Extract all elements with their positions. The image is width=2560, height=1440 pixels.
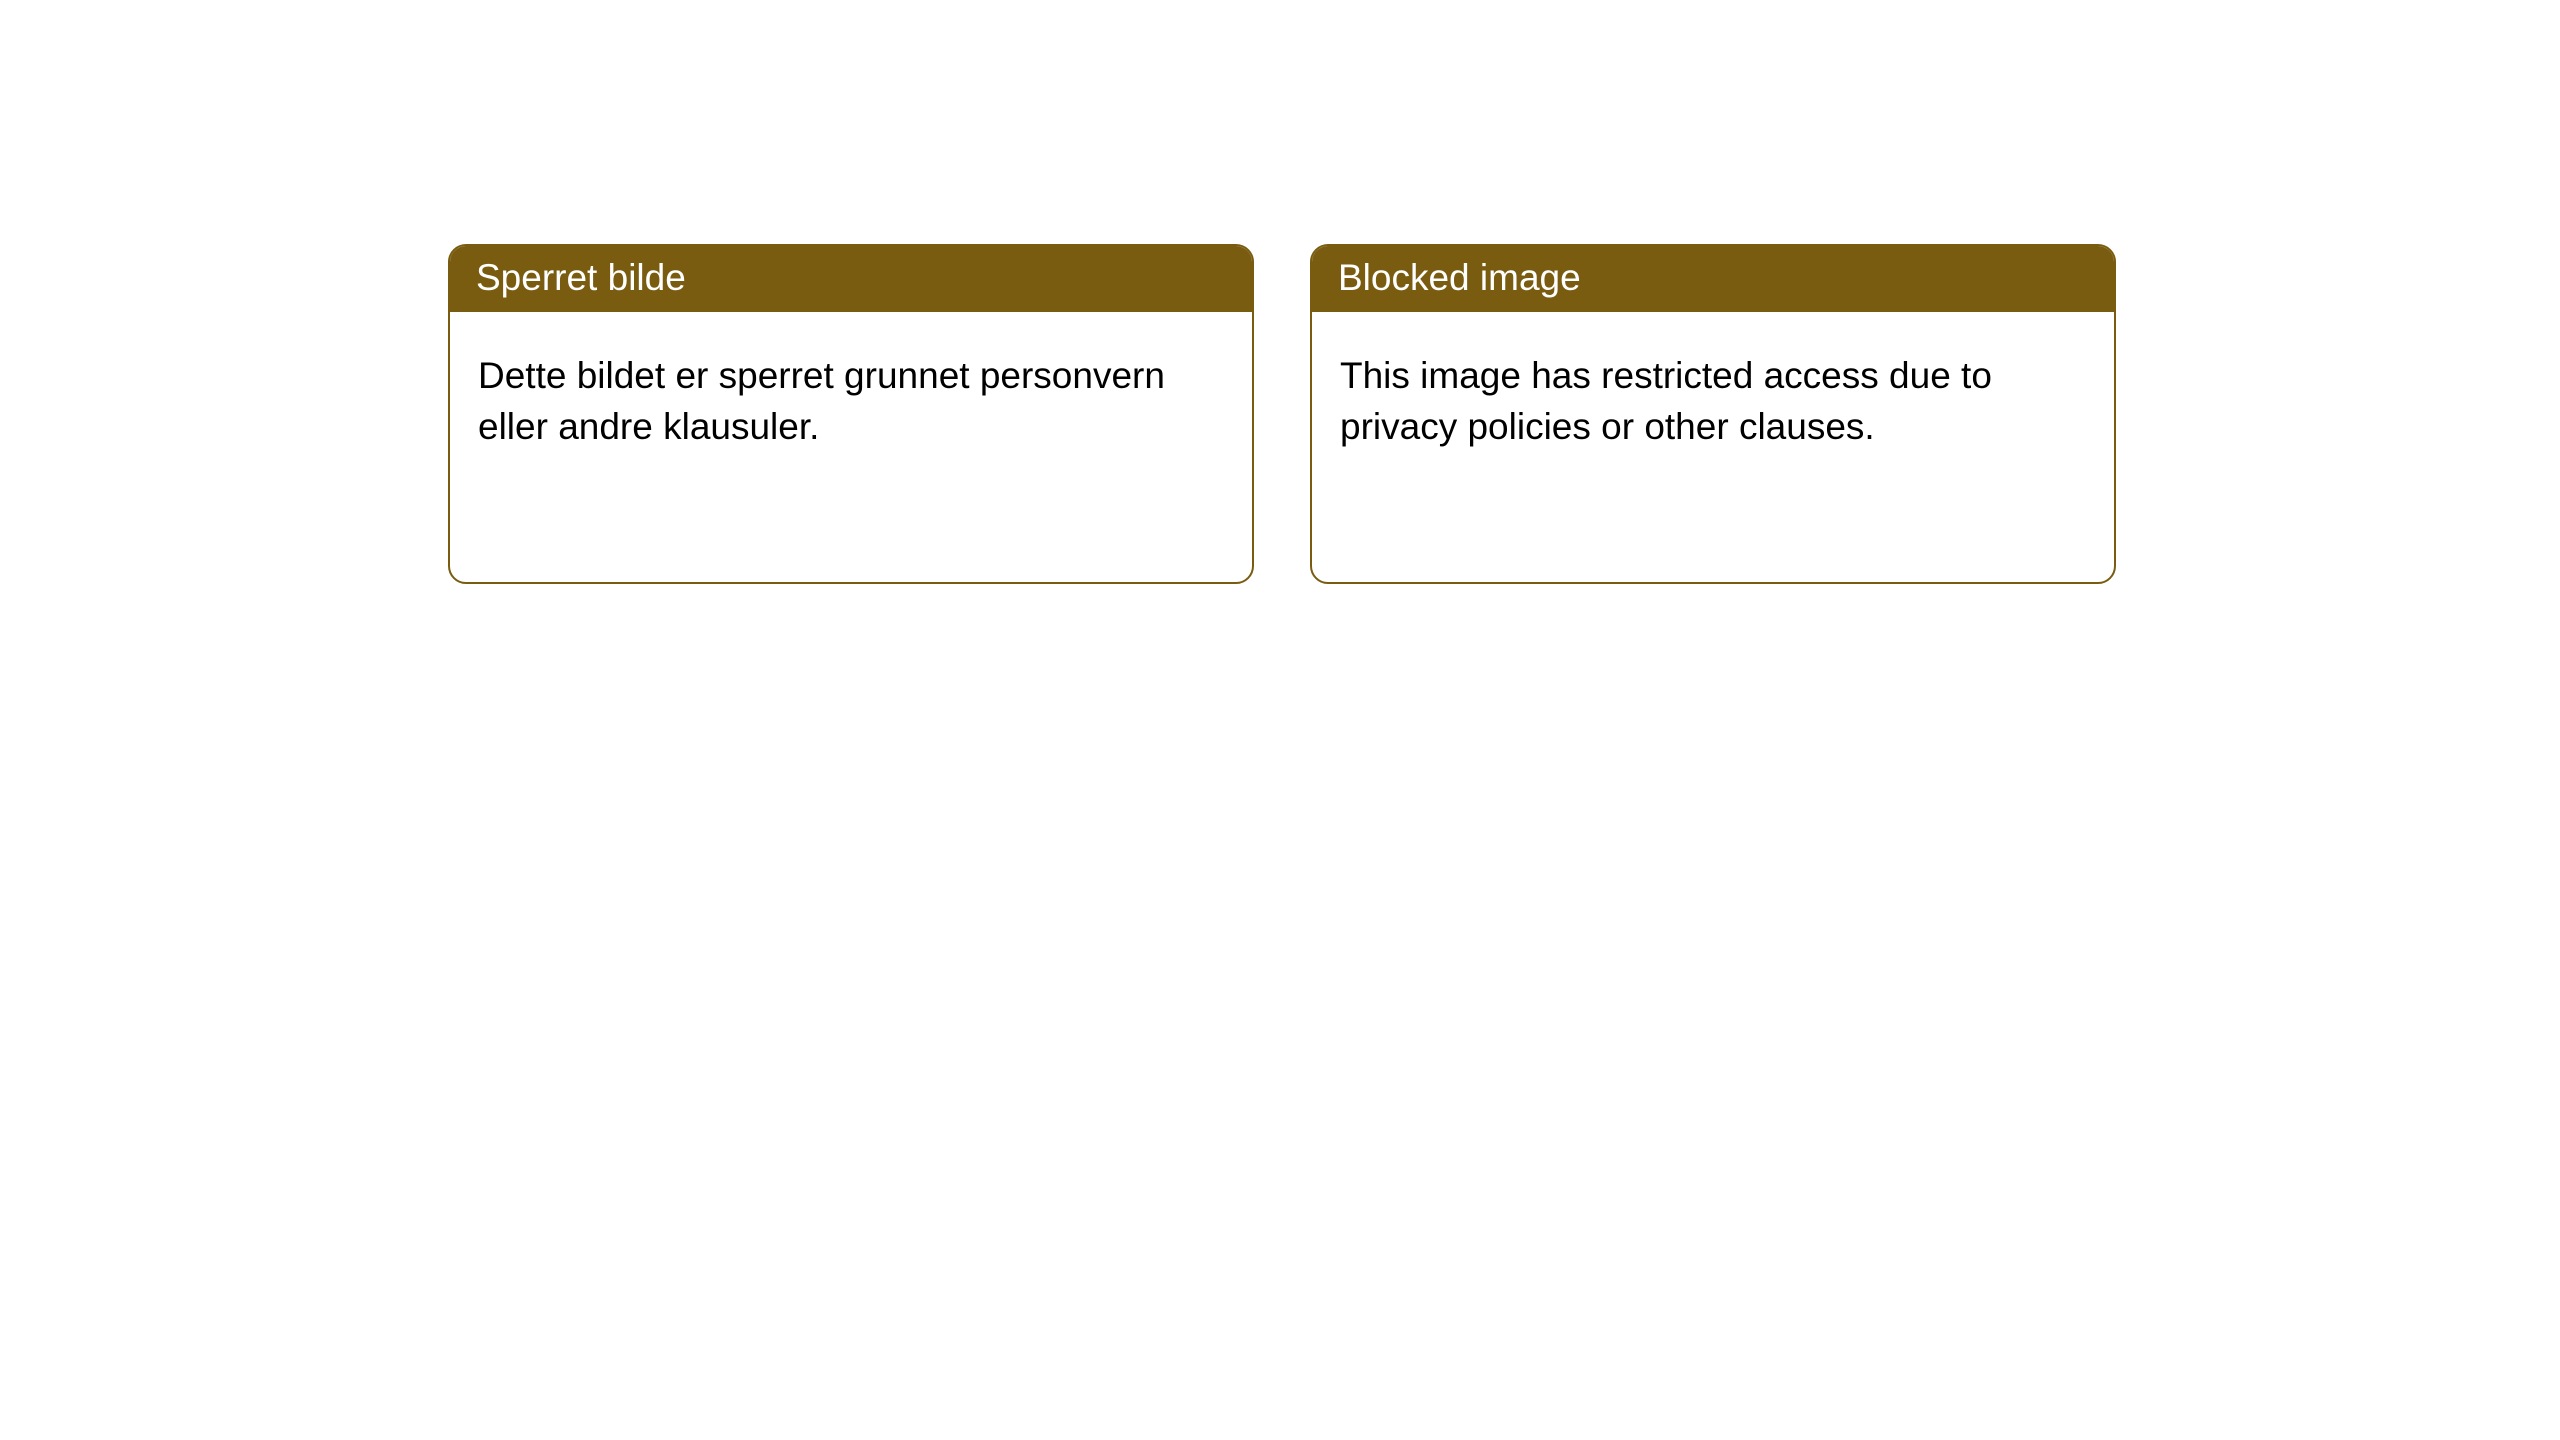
notice-title: Sperret bilde <box>450 246 1252 312</box>
notice-card-norwegian: Sperret bilde Dette bildet er sperret gr… <box>448 244 1254 584</box>
notice-card-english: Blocked image This image has restricted … <box>1310 244 2116 584</box>
notice-body-text: Dette bildet er sperret grunnet personve… <box>450 312 1252 582</box>
notice-container: Sperret bilde Dette bildet er sperret gr… <box>0 0 2560 584</box>
notice-body-text: This image has restricted access due to … <box>1312 312 2114 582</box>
notice-title: Blocked image <box>1312 246 2114 312</box>
